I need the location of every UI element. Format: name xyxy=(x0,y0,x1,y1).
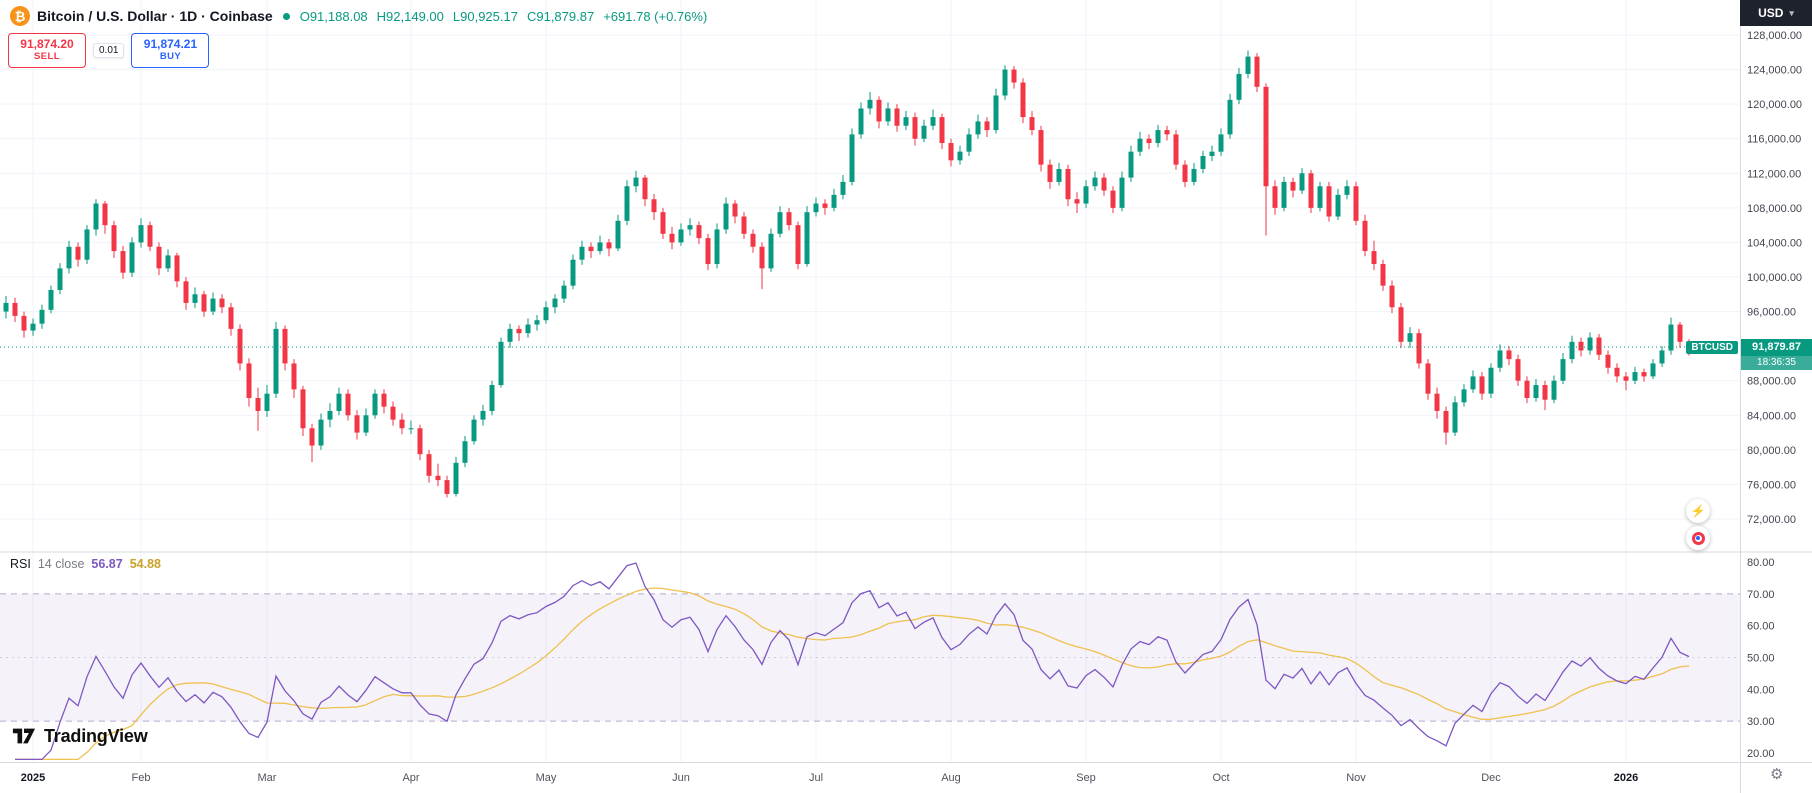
svg-text:96,000.00: 96,000.00 xyxy=(1747,307,1796,319)
market-status-dot xyxy=(282,12,290,20)
low-value: L90,925.17 xyxy=(452,8,518,24)
svg-text:Nov: Nov xyxy=(1346,772,1366,784)
symbol-price-flag: BTCUSD xyxy=(1686,340,1738,354)
currency-dropdown[interactable]: USD ▾ xyxy=(1740,0,1812,26)
price-axis[interactable] xyxy=(1741,0,1812,762)
svg-text:112,000.00: 112,000.00 xyxy=(1747,168,1801,180)
settings-gear-icon[interactable]: ⚙ xyxy=(1770,766,1784,783)
rsi-value: 56.87 xyxy=(91,557,123,571)
svg-text:100,000.00: 100,000.00 xyxy=(1747,272,1802,284)
tradingview-logo-mark xyxy=(12,728,36,744)
close-value: C91,879.87 xyxy=(526,8,595,24)
svg-text:84,000.00: 84,000.00 xyxy=(1747,410,1796,422)
quick-action-bolt-icon[interactable]: ⚡ xyxy=(1686,499,1710,523)
currency-label: USD xyxy=(1758,6,1784,20)
tradingview-logo[interactable]: TradingView xyxy=(12,724,148,748)
tradingview-brand-text: TradingView xyxy=(44,725,148,746)
rsi-title[interactable]: RSI xyxy=(10,557,31,571)
bolt-icon: ⚡ xyxy=(1690,504,1706,518)
target-icon xyxy=(1691,531,1705,545)
svg-text:Feb: Feb xyxy=(132,772,151,784)
bitcoin-icon: ₿ xyxy=(10,6,30,26)
buy-button[interactable]: 91,874.21 BUY xyxy=(131,33,210,68)
sell-button[interactable]: 91,874.20 SELL xyxy=(8,33,86,68)
svg-text:124,000.00: 124,000.00 xyxy=(1747,65,1802,77)
svg-text:88,000.00: 88,000.00 xyxy=(1747,376,1796,388)
order-panel: 91,874.20 SELL 0.01 91,874.21 BUY xyxy=(8,33,210,68)
rsi-ma-value: 54.88 xyxy=(129,557,161,571)
svg-text:80,000.00: 80,000.00 xyxy=(1747,445,1796,457)
rsi-header: RSI 14 close 56.87 54.88 xyxy=(10,557,161,571)
rsi-params: 14 close xyxy=(37,557,85,571)
svg-text:Aug: Aug xyxy=(941,772,961,784)
sell-price: 91,874.20 xyxy=(20,37,74,52)
sell-label: SELL xyxy=(34,50,60,62)
high-value: H92,149.00 xyxy=(376,8,444,24)
svg-text:120,000.00: 120,000.00 xyxy=(1747,99,1802,111)
svg-text:40.00: 40.00 xyxy=(1747,684,1775,696)
svg-text:104,000.00: 104,000.00 xyxy=(1747,237,1802,249)
svg-text:Jun: Jun xyxy=(672,772,690,784)
svg-text:2026: 2026 xyxy=(1614,772,1638,784)
symbol-header: ₿ Bitcoin / U.S. Dollar · 1D · Coinbase … xyxy=(10,6,707,26)
svg-text:128,000.00: 128,000.00 xyxy=(1747,30,1802,42)
open-value: O91,188.08 xyxy=(299,8,368,24)
ohlc-readout: O91,188.08 H92,149.00 L90,925.17 C91,879… xyxy=(300,9,708,24)
svg-text:May: May xyxy=(536,772,557,784)
chevron-down-icon: ▾ xyxy=(1789,7,1794,18)
svg-text:Mar: Mar xyxy=(258,772,277,784)
svg-text:Jul: Jul xyxy=(809,772,823,784)
svg-text:116,000.00: 116,000.00 xyxy=(1747,134,1801,146)
svg-text:50.00: 50.00 xyxy=(1747,653,1775,665)
svg-text:Oct: Oct xyxy=(1212,772,1229,784)
svg-text:Sep: Sep xyxy=(1076,772,1096,784)
svg-text:76,000.00: 76,000.00 xyxy=(1747,479,1796,491)
community-sentiment-icon[interactable] xyxy=(1686,526,1710,550)
svg-text:30.00: 30.00 xyxy=(1747,716,1775,728)
buy-label: BUY xyxy=(159,50,182,62)
symbol-title[interactable]: Bitcoin / U.S. Dollar · 1D · Coinbase xyxy=(37,8,273,24)
svg-text:80.00: 80.00 xyxy=(1747,557,1775,569)
buy-price: 91,874.21 xyxy=(143,37,198,52)
current-price-badge: 91,879.87 xyxy=(1741,338,1812,356)
svg-text:20.00: 20.00 xyxy=(1747,748,1775,760)
svg-text:Dec: Dec xyxy=(1481,772,1501,784)
svg-text:60.00: 60.00 xyxy=(1747,621,1775,633)
svg-text:70.00: 70.00 xyxy=(1747,589,1775,601)
svg-text:Apr: Apr xyxy=(402,772,419,784)
svg-text:108,000.00: 108,000.00 xyxy=(1747,203,1802,215)
change-value: +691.78 (+0.76%) xyxy=(603,8,708,24)
svg-text:72,000.00: 72,000.00 xyxy=(1747,514,1796,526)
time-axis[interactable] xyxy=(0,762,1740,793)
svg-text:2025: 2025 xyxy=(21,772,45,784)
spread-value: 0.01 xyxy=(93,43,125,58)
bar-countdown-badge: 18:36:35 xyxy=(1741,355,1812,370)
